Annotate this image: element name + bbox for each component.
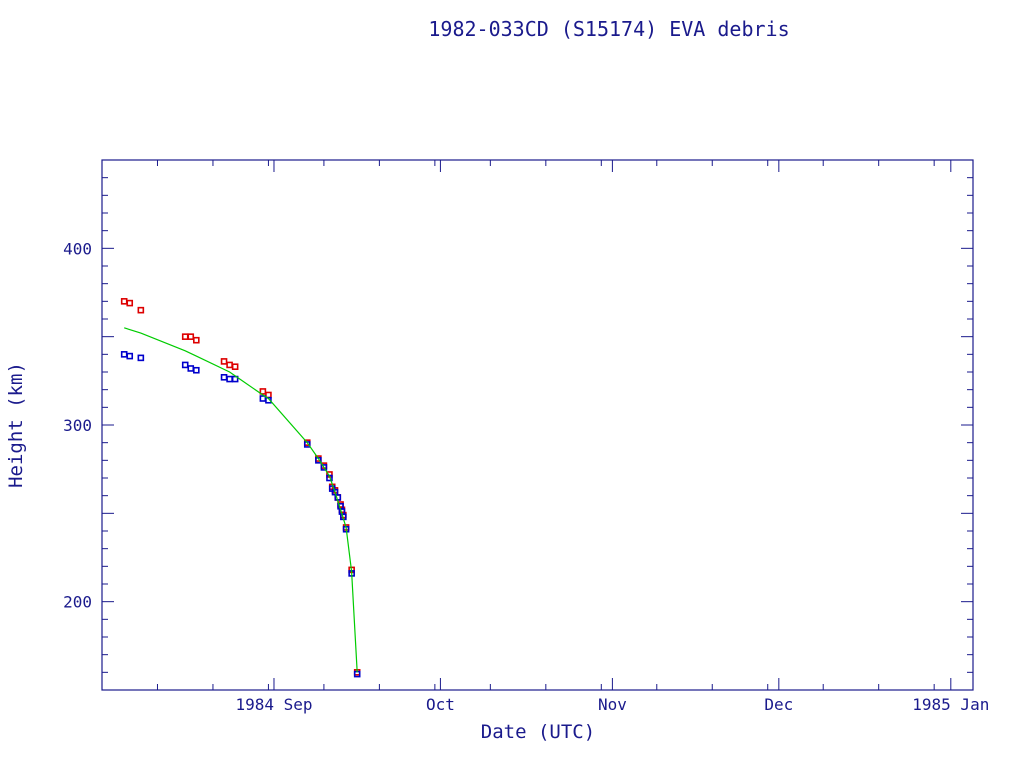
y-tick-label: 400 — [63, 239, 92, 258]
plot-frame — [101, 159, 974, 691]
data-point — [120, 298, 128, 305]
data-point — [137, 354, 145, 362]
data-point — [231, 363, 239, 371]
data-point — [126, 352, 134, 360]
chart-title: 1982-033CD (S15174) EVA debris — [428, 17, 789, 41]
plot-area — [120, 298, 361, 678]
x-axis-label: Date (UTC) — [481, 721, 595, 743]
x-tick-label: 1984 Sep — [235, 695, 312, 714]
x-tick-label: Oct — [426, 695, 455, 714]
data-point — [259, 388, 267, 395]
y-axis-label: Height (km) — [5, 362, 27, 488]
x-tick-label: Nov — [598, 695, 627, 714]
data-point — [187, 365, 195, 372]
data-point — [226, 361, 233, 369]
y-tick-label: 200 — [63, 593, 92, 612]
data-point — [187, 333, 195, 340]
data-point — [220, 358, 228, 365]
data-point — [181, 333, 189, 340]
data-point — [265, 396, 272, 404]
data-point — [193, 336, 200, 344]
data-point — [137, 306, 145, 314]
mean-height-line — [124, 327, 358, 673]
x-tick-label: Dec — [764, 695, 793, 714]
y-tick-label: 300 — [63, 416, 92, 435]
data-point — [181, 361, 189, 369]
data-point — [226, 375, 233, 383]
data-point — [220, 373, 228, 381]
data-point — [193, 366, 200, 374]
axis-tick-labels: 200 300 400 1984 Sep Oct Nov Dec 1985 Jan — [63, 239, 989, 714]
data-point — [231, 375, 239, 383]
axis-ticks — [101, 159, 973, 691]
data-point — [126, 299, 134, 307]
data-point — [320, 464, 328, 471]
x-tick-label: 1985 Jan — [912, 695, 989, 714]
data-point — [120, 351, 128, 358]
